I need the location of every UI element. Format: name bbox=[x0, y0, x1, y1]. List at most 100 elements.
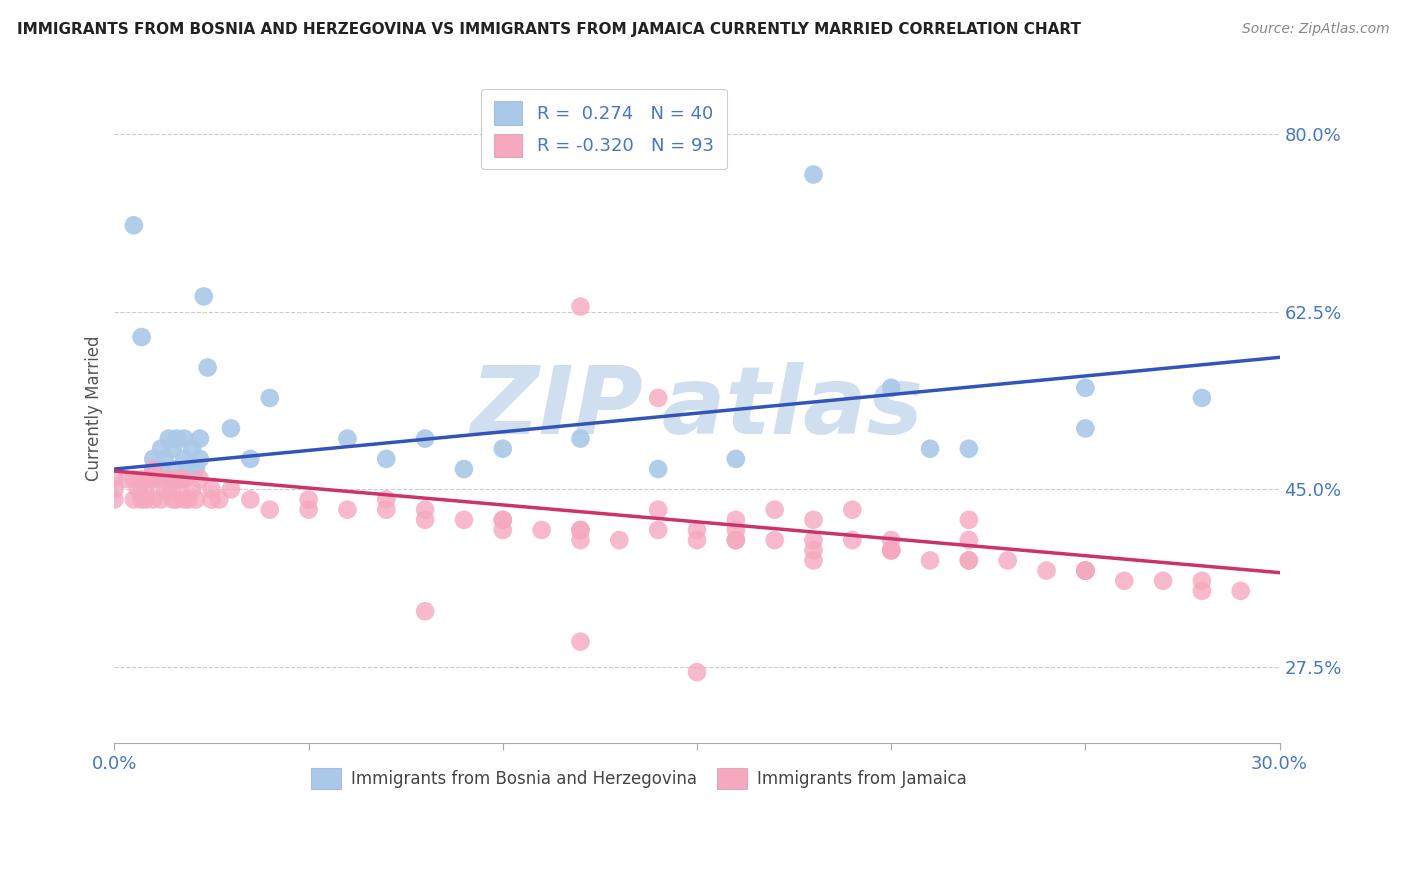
Point bbox=[173, 432, 195, 446]
Point bbox=[184, 462, 207, 476]
Point bbox=[880, 533, 903, 548]
Point bbox=[1074, 564, 1097, 578]
Point bbox=[134, 483, 156, 497]
Point bbox=[122, 492, 145, 507]
Point bbox=[153, 451, 176, 466]
Point bbox=[1191, 391, 1213, 405]
Point bbox=[1074, 564, 1097, 578]
Point bbox=[259, 502, 281, 516]
Point bbox=[173, 472, 195, 486]
Point bbox=[647, 502, 669, 516]
Point bbox=[169, 472, 191, 486]
Point bbox=[122, 472, 145, 486]
Point bbox=[803, 168, 825, 182]
Point bbox=[647, 391, 669, 405]
Point bbox=[492, 523, 515, 537]
Point bbox=[162, 492, 184, 507]
Point bbox=[142, 492, 165, 507]
Point bbox=[724, 533, 747, 548]
Point bbox=[918, 442, 941, 456]
Point bbox=[1074, 564, 1097, 578]
Point bbox=[453, 513, 475, 527]
Point bbox=[208, 492, 231, 507]
Point bbox=[297, 492, 319, 507]
Point bbox=[375, 502, 398, 516]
Point bbox=[957, 553, 980, 567]
Point bbox=[169, 472, 191, 486]
Point bbox=[413, 604, 436, 618]
Point bbox=[1191, 583, 1213, 598]
Point bbox=[239, 492, 262, 507]
Point bbox=[763, 533, 786, 548]
Point bbox=[569, 523, 592, 537]
Point bbox=[1114, 574, 1136, 588]
Point bbox=[150, 442, 173, 456]
Point bbox=[200, 492, 222, 507]
Point bbox=[336, 502, 359, 516]
Point bbox=[188, 472, 211, 486]
Point bbox=[166, 492, 188, 507]
Point bbox=[1074, 564, 1097, 578]
Point bbox=[142, 462, 165, 476]
Point bbox=[569, 523, 592, 537]
Point bbox=[103, 492, 125, 507]
Point bbox=[686, 533, 709, 548]
Point bbox=[131, 330, 153, 344]
Point bbox=[880, 543, 903, 558]
Point bbox=[219, 483, 242, 497]
Point bbox=[150, 472, 173, 486]
Point bbox=[413, 513, 436, 527]
Point bbox=[134, 492, 156, 507]
Point bbox=[492, 513, 515, 527]
Point bbox=[724, 513, 747, 527]
Point bbox=[166, 472, 188, 486]
Point bbox=[803, 533, 825, 548]
Point bbox=[1074, 421, 1097, 435]
Point bbox=[413, 502, 436, 516]
Point bbox=[841, 533, 863, 548]
Point bbox=[803, 553, 825, 567]
Point bbox=[453, 462, 475, 476]
Point bbox=[686, 665, 709, 680]
Point bbox=[803, 543, 825, 558]
Point bbox=[142, 472, 165, 486]
Point bbox=[138, 472, 160, 486]
Point bbox=[569, 432, 592, 446]
Point bbox=[375, 451, 398, 466]
Point bbox=[1191, 574, 1213, 588]
Point bbox=[166, 432, 188, 446]
Point bbox=[122, 219, 145, 233]
Point bbox=[131, 472, 153, 486]
Point bbox=[131, 492, 153, 507]
Point bbox=[157, 472, 180, 486]
Point bbox=[188, 451, 211, 466]
Point bbox=[142, 462, 165, 476]
Point bbox=[150, 492, 173, 507]
Point bbox=[197, 360, 219, 375]
Point bbox=[1035, 564, 1057, 578]
Point bbox=[647, 462, 669, 476]
Point bbox=[193, 289, 215, 303]
Point bbox=[957, 513, 980, 527]
Point bbox=[103, 483, 125, 497]
Point bbox=[142, 451, 165, 466]
Point bbox=[569, 300, 592, 314]
Point bbox=[177, 462, 200, 476]
Text: ZIP atlas: ZIP atlas bbox=[471, 362, 924, 454]
Point bbox=[569, 634, 592, 648]
Point bbox=[200, 483, 222, 497]
Point bbox=[173, 451, 195, 466]
Point bbox=[803, 513, 825, 527]
Point bbox=[647, 523, 669, 537]
Legend: Immigrants from Bosnia and Herzegovina, Immigrants from Jamaica: Immigrants from Bosnia and Herzegovina, … bbox=[304, 762, 973, 796]
Point bbox=[153, 483, 176, 497]
Point bbox=[880, 543, 903, 558]
Point bbox=[188, 432, 211, 446]
Point bbox=[1152, 574, 1174, 588]
Point bbox=[1229, 583, 1251, 598]
Point bbox=[607, 533, 630, 548]
Point bbox=[997, 553, 1019, 567]
Text: Source: ZipAtlas.com: Source: ZipAtlas.com bbox=[1241, 22, 1389, 37]
Point bbox=[150, 462, 173, 476]
Text: IMMIGRANTS FROM BOSNIA AND HERZEGOVINA VS IMMIGRANTS FROM JAMAICA CURRENTLY MARR: IMMIGRANTS FROM BOSNIA AND HERZEGOVINA V… bbox=[17, 22, 1081, 37]
